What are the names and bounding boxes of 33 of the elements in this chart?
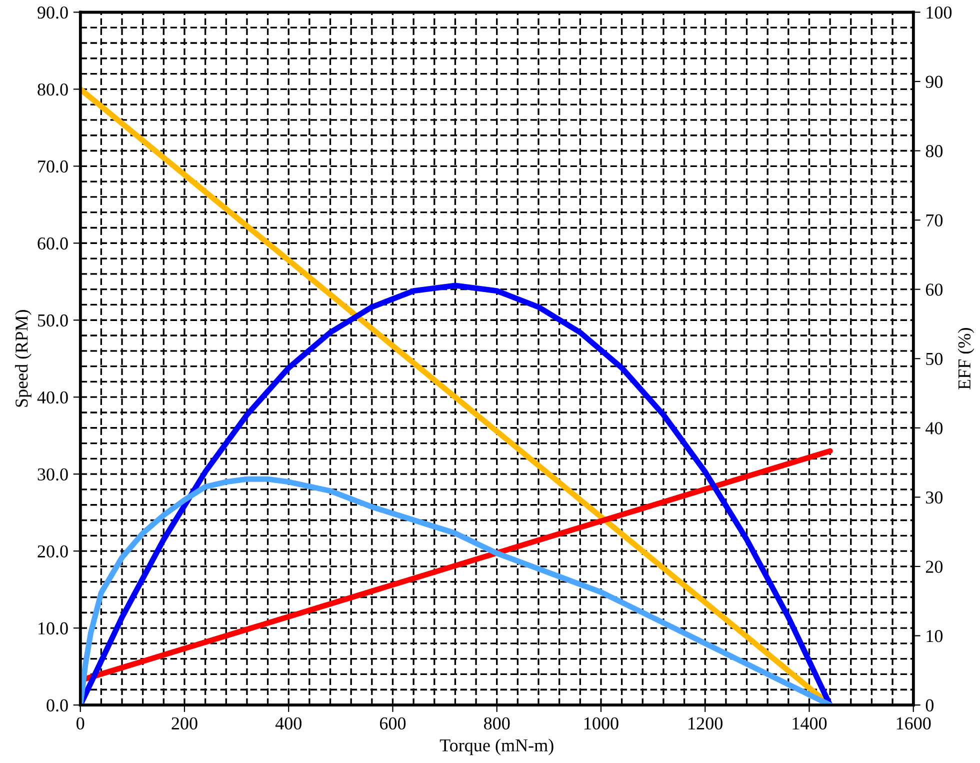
- y2-tick-label: 100: [926, 6, 952, 19]
- y-tick-label: 30.0: [38, 468, 68, 481]
- y-tick-label: 80.0: [38, 83, 68, 96]
- y2-tick-label: 80: [926, 145, 943, 158]
- x-tick-label: 800: [484, 717, 510, 730]
- y-tick-label: 50.0: [38, 314, 68, 327]
- y-tick-label: 10.0: [38, 622, 68, 635]
- x-tick-label: 1000: [584, 717, 618, 730]
- x-tick-label: 1400: [792, 717, 827, 730]
- y-axis-title: Speed (RPM): [15, 310, 32, 407]
- x-tick-label: 600: [380, 717, 406, 730]
- x-tick-label: 1600: [896, 717, 931, 730]
- y2-axis-title: EFF (%): [958, 328, 974, 390]
- y2-tick-label: 10: [926, 630, 943, 642]
- y2-tick-label: 20: [926, 560, 943, 573]
- x-tick-label: 1200: [688, 717, 722, 730]
- y-tick-label: 0.0: [46, 699, 68, 712]
- y-tick-label: 60.0: [38, 237, 68, 250]
- y2-tick-label: 90: [926, 76, 943, 88]
- y-tick-label: 20.0: [38, 545, 68, 558]
- y2-tick-label: 70: [926, 214, 943, 226]
- x-tick-label: 0: [76, 717, 84, 730]
- x-axis-title: Torque (mN-m): [440, 738, 554, 756]
- y2-tick-label: 50: [926, 352, 943, 366]
- y-tick-label: 40.0: [37, 391, 68, 404]
- y-tick-label: 90.0: [38, 6, 68, 19]
- y-tick-label: 70.0: [38, 160, 68, 173]
- x-tick-label: 400: [275, 717, 302, 730]
- y2-tick-label: 40: [926, 422, 943, 434]
- y2-tick-label: 30: [926, 491, 943, 504]
- y2-tick-label: 0: [926, 699, 934, 712]
- y2-tick-label: 60: [926, 284, 943, 296]
- x-tick-label: 200: [172, 717, 198, 730]
